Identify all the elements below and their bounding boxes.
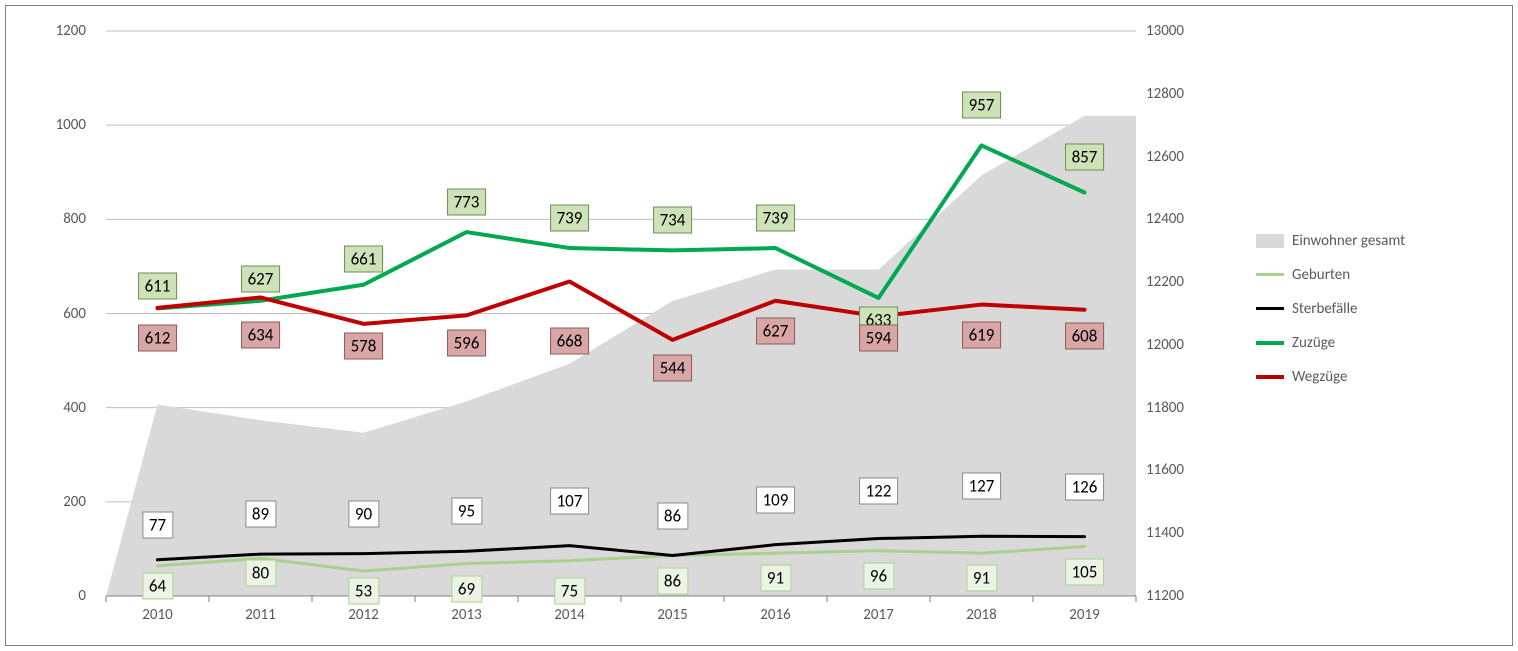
wegzuege-datalabel: 612: [138, 324, 178, 351]
geburten-datalabel: 91: [966, 565, 997, 592]
sterbefaelle-datalabel: 107: [550, 487, 590, 514]
legend-item-geburten: Geburten: [1256, 265, 1405, 285]
legend: Einwohner gesamt Geburten Sterbefälle Zuzüg…: [1256, 231, 1405, 401]
wegzuege-datalabel: 608: [1065, 322, 1105, 349]
sterbefaelle-datalabel: 122: [859, 477, 899, 504]
legend-swatch: [1256, 273, 1284, 276]
sterbefaelle-datalabel: 109: [756, 486, 796, 513]
legend-item-zuzuege: Zuzüge: [1256, 333, 1405, 353]
geburten-datalabel: 91: [760, 565, 791, 592]
y1-tick-label: 1200: [56, 22, 86, 40]
geburten-datalabel: 64: [142, 572, 173, 599]
y1-tick-label: 800: [63, 210, 86, 228]
geburten-datalabel: 86: [657, 567, 688, 594]
legend-swatch: [1256, 307, 1284, 310]
y1-tick-label: 0: [78, 587, 86, 605]
x-tick-label: 2019: [1033, 606, 1136, 624]
legend-item-wegzuege: Wegzüge: [1256, 367, 1405, 387]
geburten-datalabel: 105: [1065, 558, 1105, 585]
plot-area: 6116276617737397347396339578576126345785…: [106, 31, 1136, 596]
geburten-datalabel: 96: [863, 562, 894, 589]
y2-tick-label: 12200: [1146, 273, 1184, 291]
zuzuege-datalabel: 739: [550, 205, 590, 232]
sterbefaelle-datalabel: 127: [962, 473, 1002, 500]
y1-tick-label: 400: [63, 399, 86, 417]
x-tick-label: 2015: [621, 606, 724, 624]
y1-tick-label: 600: [63, 305, 86, 323]
y2-tick-label: 13000: [1146, 22, 1184, 40]
geburten-datalabel: 80: [245, 560, 276, 587]
x-tick-label: 2014: [518, 606, 621, 624]
wegzuege-datalabel: 634: [241, 322, 281, 349]
y2-tick-label: 12400: [1146, 210, 1184, 228]
wegzuege-datalabel: 627: [756, 317, 796, 344]
wegzuege-datalabel: 668: [550, 328, 590, 355]
zuzuege-datalabel: 734: [653, 207, 693, 234]
legend-swatch: [1256, 375, 1284, 379]
x-tick-label: 2016: [724, 606, 827, 624]
x-tick-label: 2011: [209, 606, 312, 624]
sterbefaelle-datalabel: 89: [245, 501, 276, 528]
geburten-datalabel: 69: [451, 575, 482, 602]
zuzuege-datalabel: 661: [344, 245, 384, 272]
y2-tick-label: 11400: [1146, 524, 1184, 542]
sterbefaelle-datalabel: 95: [451, 498, 482, 525]
x-tick-label: 2017: [827, 606, 930, 624]
legend-label: Geburten: [1292, 266, 1350, 284]
sterbefaelle-datalabel: 77: [142, 511, 173, 538]
y2-tick-label: 12000: [1146, 336, 1184, 354]
zuzuege-datalabel: 957: [962, 92, 1002, 119]
wegzuege-datalabel: 619: [962, 321, 1002, 348]
legend-label: Zuzüge: [1292, 334, 1335, 352]
zuzuege-datalabel: 857: [1065, 144, 1105, 171]
x-tick-label: 2010: [106, 606, 209, 624]
sterbefaelle-datalabel: 90: [348, 500, 379, 527]
legend-item-einwohner: Einwohner gesamt: [1256, 231, 1405, 251]
sterbefaelle-datalabel: 126: [1065, 473, 1105, 500]
geburten-datalabel: 75: [554, 577, 585, 604]
zuzuege-datalabel: 773: [447, 189, 487, 216]
x-tick-label: 2013: [415, 606, 518, 624]
wegzuege-datalabel: 594: [859, 325, 899, 352]
y2-tick-label: 12800: [1146, 85, 1184, 103]
chart-frame: 0 200 400 600 800 1000 1200 11200 11400 11600 118…: [5, 5, 1513, 646]
wegzuege-datalabel: 596: [447, 330, 487, 357]
zuzuege-datalabel: 739: [756, 205, 796, 232]
y1-tick-label: 200: [63, 493, 86, 511]
legend-label: Einwohner gesamt: [1292, 232, 1405, 250]
sterbefaelle-datalabel: 86: [657, 502, 688, 529]
wegzuege-datalabel: 544: [653, 354, 693, 381]
x-tick-label: 2012: [312, 606, 415, 624]
zuzuege-datalabel: 627: [241, 265, 281, 292]
y2-tick-label: 12600: [1146, 148, 1184, 166]
legend-item-sterbefaelle: Sterbefälle: [1256, 299, 1405, 319]
y2-tick-label: 11200: [1146, 587, 1184, 605]
zuzuege-datalabel: 611: [138, 273, 178, 300]
y2-tick-label: 11800: [1146, 399, 1184, 417]
wegzuege-datalabel: 578: [344, 332, 384, 359]
legend-swatch: [1256, 341, 1284, 345]
y2-tick-label: 11600: [1146, 461, 1184, 479]
geburten-datalabel: 53: [348, 578, 379, 605]
y1-tick-label: 1000: [56, 116, 86, 134]
legend-label: Wegzüge: [1292, 368, 1348, 386]
legend-label: Sterbefälle: [1292, 300, 1357, 318]
x-tick-label: 2018: [930, 606, 1033, 624]
legend-swatch: [1256, 234, 1284, 248]
